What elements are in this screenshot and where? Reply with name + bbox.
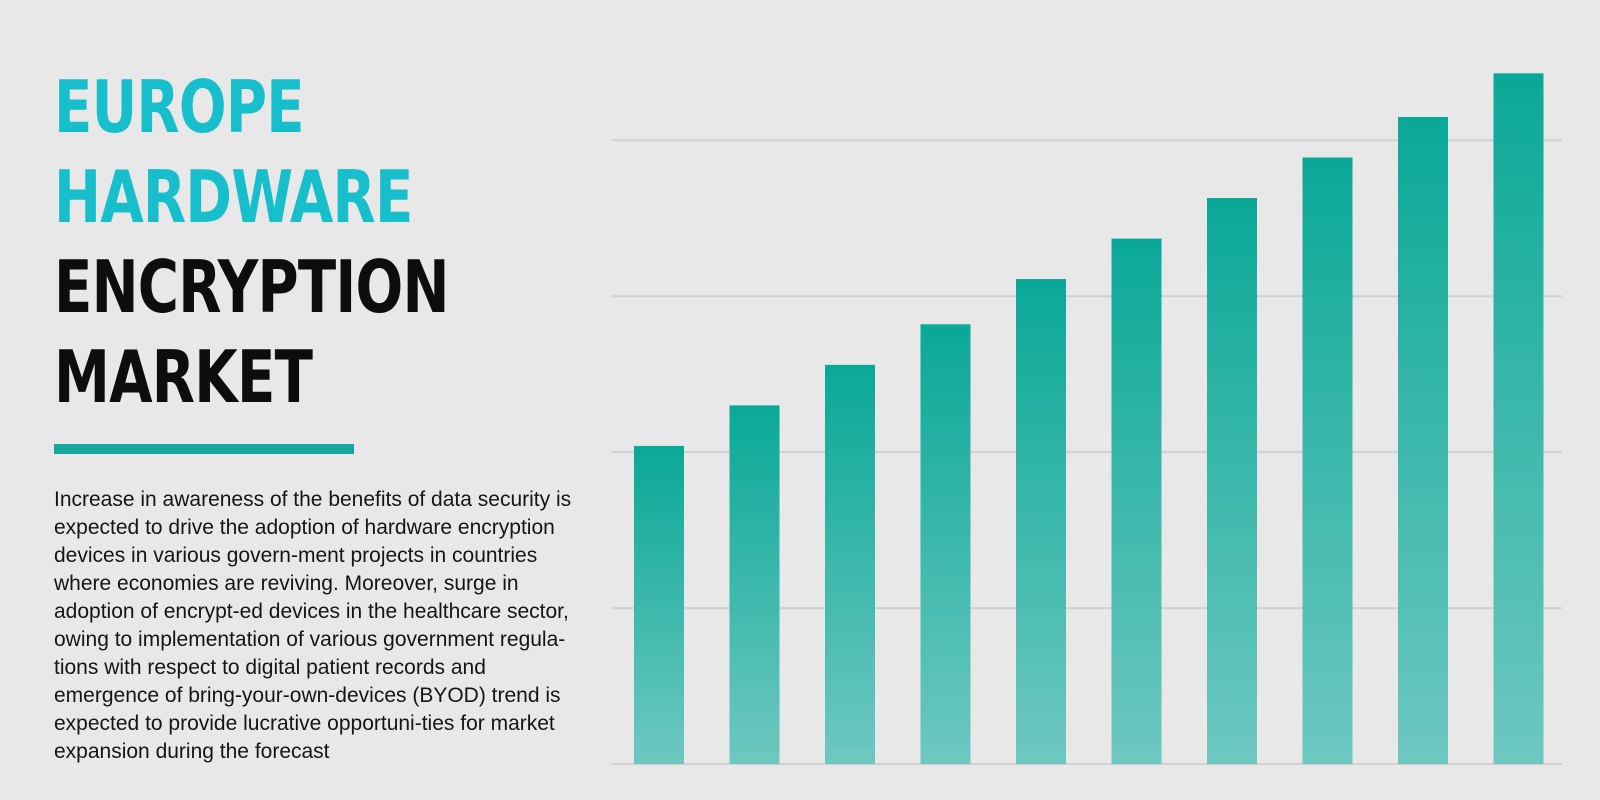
chart-bar-3 <box>825 364 875 764</box>
chart-bar-8 <box>1302 157 1353 765</box>
chart-bar-5 <box>1016 279 1066 764</box>
description-text: Increase in awareness of the benefits of… <box>54 488 572 763</box>
title-line-europe: EUROPE <box>54 65 305 149</box>
chart-bar-10 <box>1493 73 1544 765</box>
chart-bar-7 <box>1207 198 1257 764</box>
chart-bars <box>634 73 1544 765</box>
chart-bar-2 <box>729 405 780 764</box>
chart-bar-1 <box>634 445 684 764</box>
chart-bar-6 <box>1111 238 1162 764</box>
accent-divider <box>54 444 354 454</box>
chart-bar-4 <box>920 324 971 764</box>
title-line-encryption: ENCRYPTION <box>54 245 450 329</box>
page-title: EUROPE HARDWARE ENCRYPTION MARKET <box>54 62 450 422</box>
chart-bar-9 <box>1398 116 1448 764</box>
title-line-market: MARKET <box>54 335 313 419</box>
title-line-hardware: HARDWARE <box>54 155 413 239</box>
